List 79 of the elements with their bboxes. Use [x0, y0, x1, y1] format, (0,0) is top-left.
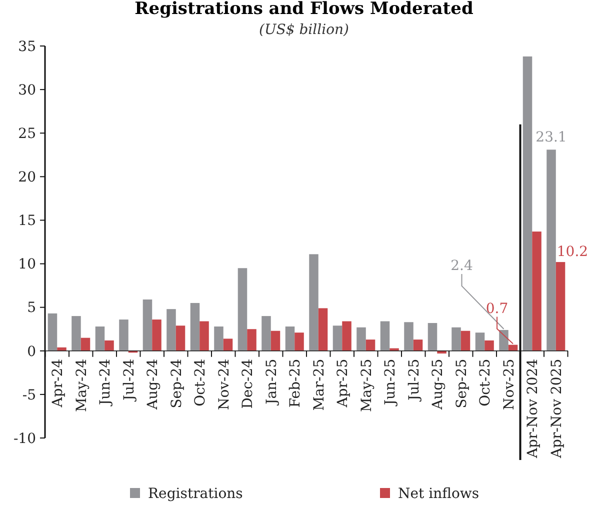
y-tick-label: 35: [18, 38, 36, 55]
bar: [176, 326, 186, 351]
x-tick-label: May-24: [74, 358, 90, 412]
data-label: 2.4: [450, 258, 473, 274]
bar: [294, 332, 304, 351]
y-tick-label: 25: [18, 126, 36, 142]
bar: [356, 327, 366, 351]
y-tick-label: 30: [18, 82, 36, 98]
x-tick-label: May-25: [358, 358, 375, 412]
bar: [285, 326, 295, 351]
bar: [380, 321, 390, 351]
x-tick-label: Oct-25: [478, 358, 494, 406]
bar: [499, 330, 508, 351]
legend-label: Registrations: [148, 486, 243, 502]
x-tick-label: Aug-24: [145, 358, 162, 411]
x-tick-label: Oct-24: [192, 358, 209, 406]
x-tick-label: Dec-24: [240, 358, 256, 409]
bar: [342, 321, 352, 351]
bar: [460, 330, 470, 351]
y-tick-label: 5: [27, 300, 36, 316]
x-tick-label: Apr-25: [335, 358, 352, 408]
y-tick-label: -5: [22, 387, 36, 404]
bar: [332, 326, 342, 351]
x-tick-label: Apr-Nov 2025: [548, 358, 565, 460]
bar: [262, 316, 271, 351]
bar: [452, 327, 461, 351]
x-tick-label: Jul-24: [121, 358, 138, 403]
bar: [546, 150, 556, 351]
x-tick-label: Aug-25: [430, 358, 446, 411]
legend-label: Net inflows: [398, 486, 480, 502]
data-label: 23.1: [536, 130, 567, 146]
bar: [309, 254, 318, 351]
bar: [413, 340, 423, 351]
bar: [152, 320, 162, 351]
bar: [104, 340, 114, 351]
chart-subtitle: (US$ billion): [259, 22, 349, 38]
y-tick-label: -10: [13, 430, 36, 447]
x-tick-label: Mar-25: [311, 358, 328, 411]
bar: [72, 316, 81, 351]
x-tick-label: Jul-25: [406, 358, 422, 403]
x-tick-label: Nov-25: [501, 358, 518, 410]
bar: [247, 329, 256, 351]
bar: [80, 338, 90, 351]
x-tick-label: Apr-Nov 2024: [525, 358, 542, 460]
data-label: 10.2: [556, 244, 588, 260]
bar: [238, 268, 248, 351]
bar: [48, 313, 58, 351]
x-tick-label: Jun-25: [382, 358, 399, 408]
x-tick-label: Sep-25: [454, 358, 470, 408]
x-tick-label: Jan-25: [264, 358, 280, 406]
bar: [95, 326, 105, 351]
bar: [166, 309, 176, 351]
bar: [119, 320, 128, 351]
bar: [522, 56, 532, 351]
bar: [532, 232, 542, 351]
x-tick-label: Jun-24: [98, 358, 114, 408]
x-tick-label: Feb-25: [288, 358, 304, 408]
x-tick-label: Apr-24: [50, 358, 66, 408]
bar: [142, 299, 152, 351]
bar: [214, 326, 224, 351]
bar: [270, 330, 280, 351]
bar: [556, 262, 566, 351]
bar: [428, 323, 438, 351]
y-tick-label: 10: [18, 256, 36, 273]
chart-title: Registrations and Flows Moderated: [134, 0, 474, 19]
bar: [475, 332, 485, 351]
y-tick-label: 15: [18, 213, 36, 230]
y-tick-label: 20: [18, 170, 36, 186]
y-tick-label: 0: [27, 344, 36, 360]
bar: [404, 322, 414, 351]
bar: [223, 338, 233, 351]
bar: [190, 302, 200, 351]
x-tick-label: Nov-24: [216, 358, 232, 410]
bar: [200, 321, 209, 351]
bar: [484, 340, 494, 351]
bar: [318, 308, 328, 351]
bar: [366, 340, 376, 351]
x-tick-label: Sep-24: [168, 358, 185, 408]
data-label: 0.7: [486, 300, 508, 317]
